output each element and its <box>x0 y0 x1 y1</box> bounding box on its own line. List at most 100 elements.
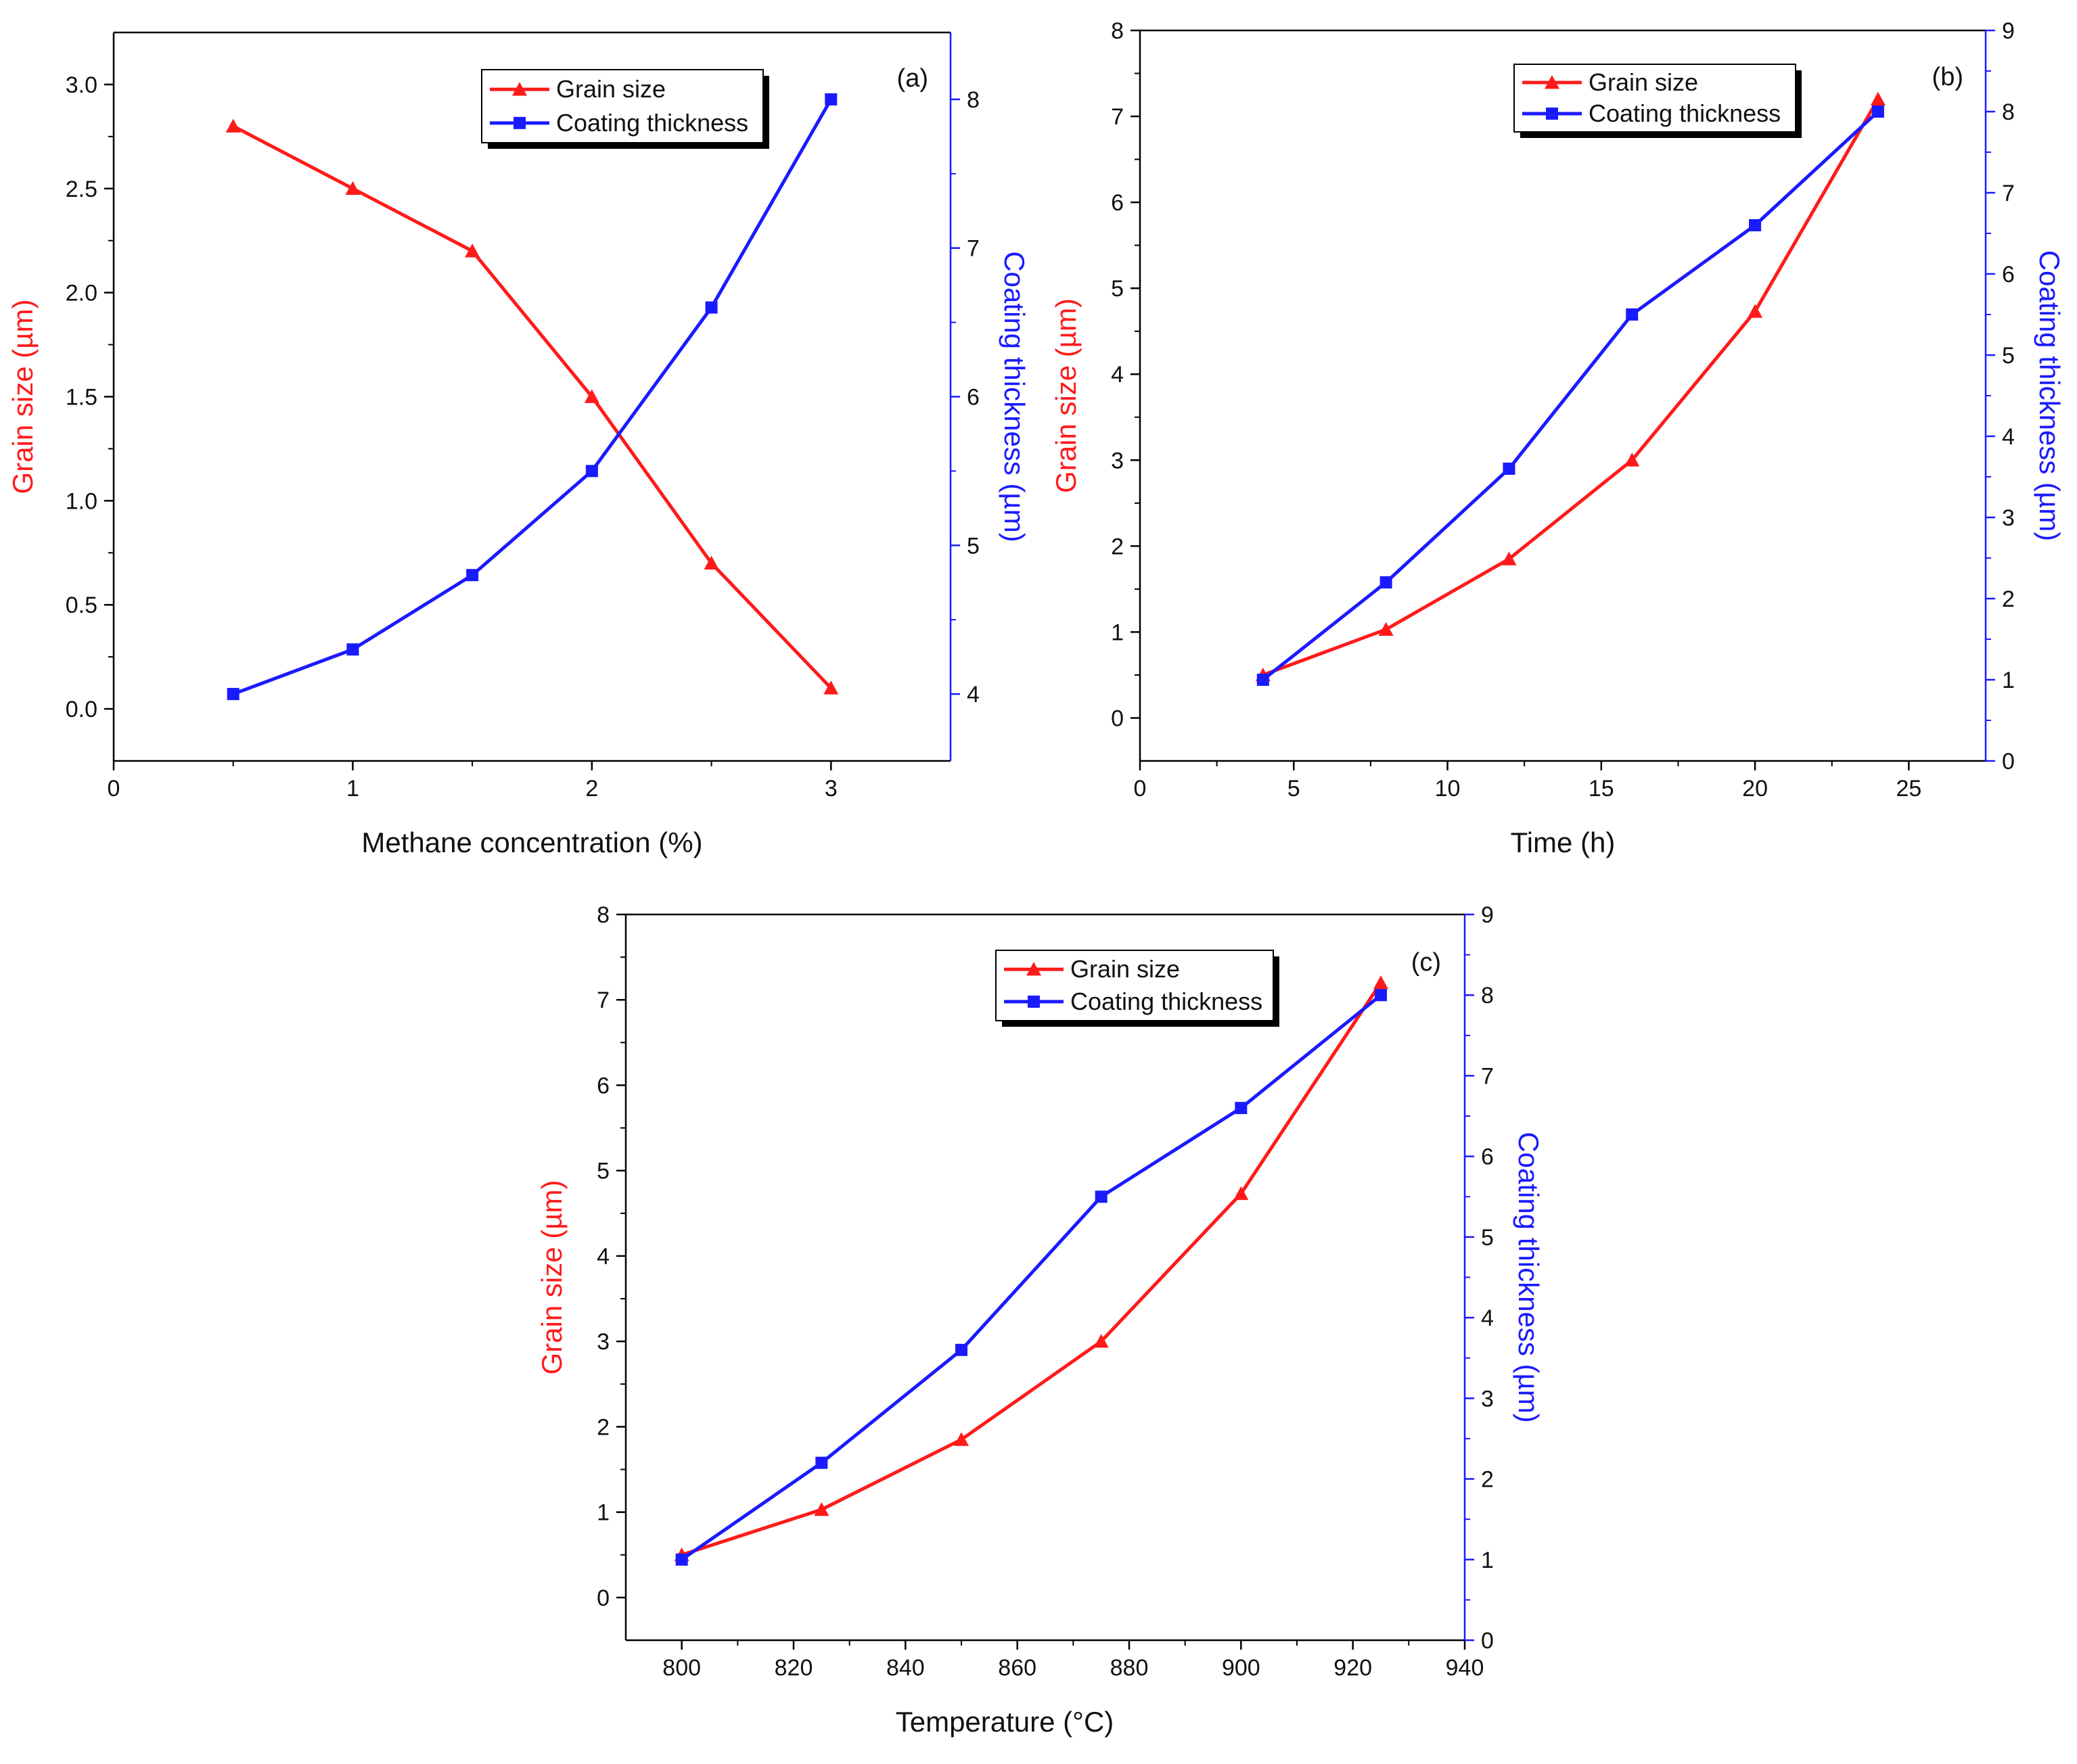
x-axis-title: Time (h) <box>1511 827 1616 858</box>
y-left-tick-label: 7 <box>597 988 610 1013</box>
coating-thickness-point <box>585 465 598 478</box>
coating-thickness-point <box>227 688 239 701</box>
legend-box <box>1513 64 1796 133</box>
y-left-tick-label: 4 <box>597 1244 610 1270</box>
y-left-tick-label: 7 <box>1111 104 1124 130</box>
legend-label: Grain size <box>1070 955 1180 983</box>
x-tick-label: 2 <box>585 776 598 802</box>
legend-square-marker <box>513 116 526 129</box>
coating-thickness-point <box>1379 576 1392 588</box>
coating-thickness-point <box>1626 308 1639 321</box>
y-left-axis-title: Grain size (µm) <box>1050 298 1082 493</box>
x-tick-label: 0 <box>1134 776 1147 802</box>
y-left-axis-title: Grain size (µm) <box>536 1180 568 1375</box>
y-right-tick-label: 7 <box>967 236 980 262</box>
grain-size-point <box>704 555 719 570</box>
x-tick-label: 0 <box>108 776 120 802</box>
x-axis-title: Methane concentration (%) <box>361 827 702 858</box>
grain-size-point <box>954 1432 969 1446</box>
y-right-tick-label: 5 <box>967 533 980 559</box>
y-left-tick-label: 2.0 <box>66 281 97 306</box>
coating-thickness-point <box>815 1456 828 1469</box>
series-line-coating-thickness <box>1262 110 1879 681</box>
x-axis-title: Temperature (°C) <box>896 1706 1114 1738</box>
y-left-tick-label: 2 <box>597 1414 610 1440</box>
x-tick-label: 880 <box>1110 1655 1149 1681</box>
legend-triangle-marker <box>1026 962 1041 976</box>
y-left-tick-label: 2.5 <box>66 177 97 202</box>
legend-box <box>995 950 1274 1021</box>
legend-triangle-marker <box>512 82 527 96</box>
coating-thickness-point <box>1375 989 1387 1002</box>
y-right-tick-label: 5 <box>2002 343 2015 369</box>
coating-thickness-point <box>955 1343 967 1356</box>
grain-size-point <box>465 243 480 258</box>
coating-thickness-point <box>825 93 838 106</box>
legend-label: Coating thickness <box>1070 988 1262 1015</box>
coating-thickness-point <box>705 301 718 314</box>
y-right-tick-label: 8 <box>2002 99 2015 125</box>
y-left-tick-label: 5 <box>597 1159 610 1184</box>
y-right-tick-label: 6 <box>1481 1144 1494 1170</box>
coating-thickness-point <box>1749 219 1762 231</box>
y-right-tick-label: 3 <box>1481 1386 1494 1412</box>
panel-label: (b) <box>1932 63 1963 91</box>
y-left-tick-label: 6 <box>1111 190 1124 216</box>
y-left-axis-title: Grain size (µm) <box>7 300 39 494</box>
y-left-tick-label: 1.5 <box>66 385 97 411</box>
legend: Grain size Coating thickness <box>481 69 769 149</box>
grain-size-point <box>1501 551 1517 565</box>
coating-thickness-point <box>675 1553 688 1566</box>
y-right-tick-label: 7 <box>1481 1063 1494 1089</box>
x-tick-label: 900 <box>1222 1655 1260 1681</box>
y-right-tick-label: 4 <box>967 682 980 707</box>
y-right-tick-label: 8 <box>967 87 980 113</box>
legend-square-marker <box>1546 108 1558 120</box>
y-right-tick-label: 2 <box>2002 586 2015 612</box>
legend: Grain size Coating thickness <box>1513 64 1802 138</box>
y-right-tick-label: 6 <box>2002 262 2015 287</box>
x-tick-label: 20 <box>1742 776 1768 802</box>
x-tick-label: 1 <box>346 776 359 802</box>
x-tick-label: 25 <box>1896 776 1921 802</box>
y-left-tick-label: 8 <box>597 902 610 928</box>
y-left-tick-label: 0 <box>597 1585 610 1611</box>
y-right-tick-label: 1 <box>2002 668 2015 693</box>
grain-size-point <box>1624 452 1640 467</box>
grain-size-point <box>814 1502 829 1516</box>
grain-size-point <box>584 389 599 403</box>
x-tick-label: 860 <box>998 1655 1036 1681</box>
y-left-tick-label: 8 <box>1111 18 1124 44</box>
y-left-tick-label: 3.0 <box>66 72 97 98</box>
y-right-tick-label: 9 <box>2002 18 2015 44</box>
y-left-tick-label: 0.5 <box>66 593 97 618</box>
coating-thickness-point <box>1235 1102 1248 1115</box>
legend-label: Coating thickness <box>1589 99 1781 127</box>
y-right-axis-title: Coating thickness (µm) <box>999 251 1030 542</box>
y-right-tick-label: 7 <box>2002 181 2015 206</box>
y-left-tick-label: 0.0 <box>66 697 97 722</box>
legend-square-marker <box>1028 995 1040 1008</box>
grain-size-point <box>1378 622 1394 636</box>
x-tick-label: 920 <box>1333 1655 1372 1681</box>
series-line-grain-size <box>681 981 1383 1557</box>
coating-thickness-point <box>1871 106 1884 118</box>
panel-label: (a) <box>897 64 928 93</box>
grain-size-point <box>1093 1334 1109 1348</box>
y-right-tick-label: 4 <box>2002 424 2015 450</box>
y-right-tick-label: 4 <box>1481 1305 1494 1331</box>
x-tick-label: 5 <box>1287 776 1300 802</box>
x-tick-label: 940 <box>1446 1655 1484 1681</box>
grain-size-point <box>345 181 361 195</box>
y-right-tick-label: 3 <box>2002 505 2015 531</box>
legend-label: Grain size <box>1589 68 1698 96</box>
x-tick-label: 3 <box>825 776 838 802</box>
panel-label: (c) <box>1411 948 1441 977</box>
y-left-tick-label: 3 <box>597 1329 610 1355</box>
chart-panel-2: 800 820 840 860 880 900 920 9400123456780123456… <box>536 902 1545 1738</box>
series-line-grain-size <box>232 124 833 690</box>
grain-size-point <box>1748 304 1763 318</box>
series-line-coating-thickness <box>232 98 833 696</box>
y-left-tick-label: 0 <box>1111 705 1124 731</box>
